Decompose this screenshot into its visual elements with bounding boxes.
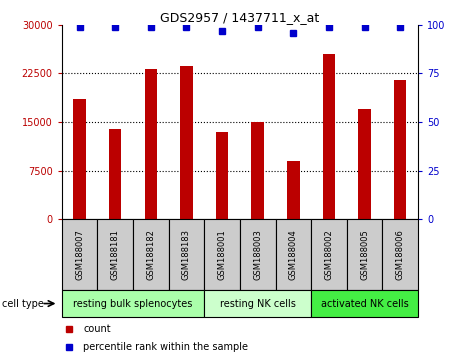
Bar [62, 290, 204, 317]
Text: activated NK cells: activated NK cells [321, 298, 408, 309]
Bar [347, 219, 382, 290]
Text: resting bulk splenocytes: resting bulk splenocytes [73, 298, 193, 309]
Text: GSM188003: GSM188003 [253, 229, 262, 280]
Text: GSM188002: GSM188002 [324, 229, 333, 280]
Bar [323, 54, 335, 219]
Bar [394, 80, 407, 219]
Bar [204, 219, 240, 290]
Text: GSM188181: GSM188181 [111, 229, 120, 280]
Bar [180, 65, 193, 219]
Text: cell type: cell type [2, 298, 44, 309]
Bar [287, 161, 300, 219]
Text: GSM188001: GSM188001 [218, 229, 227, 280]
Bar [311, 219, 347, 290]
Text: count: count [83, 324, 111, 334]
Text: GSM188005: GSM188005 [360, 229, 369, 280]
Text: GSM188007: GSM188007 [75, 229, 84, 280]
Text: resting NK cells: resting NK cells [220, 298, 295, 309]
Bar [358, 109, 371, 219]
Bar [240, 219, 276, 290]
Bar [169, 219, 204, 290]
Bar [144, 69, 157, 219]
Bar [62, 219, 97, 290]
Bar [251, 122, 264, 219]
Bar [109, 129, 122, 219]
Bar [204, 290, 311, 317]
Bar [133, 219, 169, 290]
Title: GDS2957 / 1437711_x_at: GDS2957 / 1437711_x_at [160, 11, 320, 24]
Text: GSM188183: GSM188183 [182, 229, 191, 280]
Bar [216, 132, 228, 219]
Text: GSM188006: GSM188006 [396, 229, 405, 280]
Text: GSM188182: GSM188182 [146, 229, 155, 280]
Bar [382, 219, 418, 290]
Bar [97, 219, 133, 290]
Text: percentile rank within the sample: percentile rank within the sample [83, 342, 248, 353]
Bar [311, 290, 418, 317]
Bar [276, 219, 311, 290]
Text: GSM188004: GSM188004 [289, 229, 298, 280]
Bar [73, 99, 86, 219]
